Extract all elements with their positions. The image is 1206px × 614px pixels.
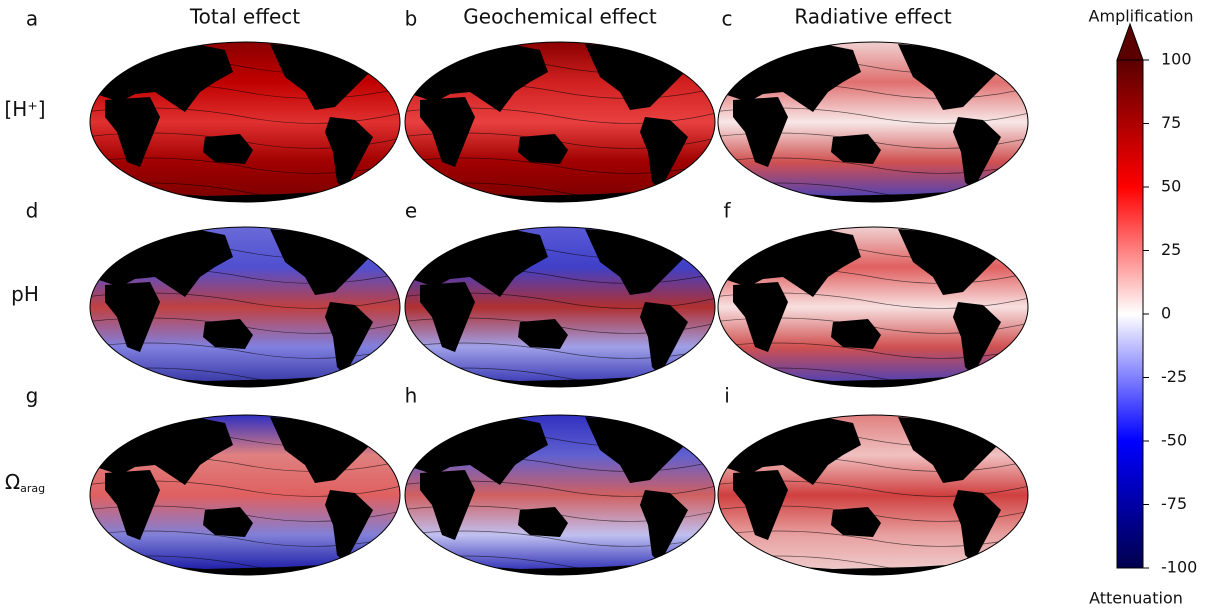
column-title: Total effect (189, 5, 300, 29)
map-content (405, 42, 715, 202)
map-content (90, 42, 400, 202)
colorbar-top-label: Amplification (1089, 7, 1194, 26)
map-border (717, 226, 1029, 388)
colorbar-tick-label: -50 (1161, 431, 1187, 450)
map-panel (89, 226, 401, 388)
map-border (404, 41, 716, 203)
map-content (718, 415, 1028, 575)
map-border (89, 414, 401, 576)
colorbar (1116, 59, 1144, 569)
colorbar-tick-label: 100 (1161, 50, 1192, 69)
map-panel (89, 41, 401, 203)
colorbar-tick-label: 0 (1161, 304, 1171, 323)
row-label: Ωarag (5, 470, 45, 496)
colorbar-tick-label: 25 (1161, 240, 1181, 259)
map-border (404, 414, 716, 576)
row-label-text: [H⁺] (4, 97, 45, 121)
colorbar-tick-label: -100 (1161, 558, 1197, 577)
map-panel (717, 41, 1029, 203)
row-label-text: pH (11, 282, 39, 306)
panel-label: b (405, 7, 418, 31)
row-label: [H⁺] (4, 97, 45, 121)
colorbar-tick-label: 50 (1161, 177, 1181, 196)
panel-label: i (724, 384, 730, 408)
map-panel (404, 226, 716, 388)
colorbar-extension (1116, 22, 1144, 61)
colorbar-tick-label: -75 (1161, 494, 1187, 513)
panel-label: d (26, 199, 39, 223)
map-border (717, 41, 1029, 203)
map-border (89, 226, 401, 388)
colorbar-bottom-label: Attenuation (1089, 589, 1183, 608)
row-label-subscript: arag (20, 482, 45, 495)
panel-label: c (722, 7, 733, 31)
map-border (404, 226, 716, 388)
map-border (89, 41, 401, 203)
map-content (718, 42, 1028, 202)
map-panel (717, 226, 1029, 388)
panel-label: h (405, 384, 418, 408)
map-panel (404, 41, 716, 203)
colorbar-tick-label: 75 (1161, 113, 1181, 132)
panel-label: a (26, 7, 38, 31)
column-title: Radiative effect (794, 5, 952, 29)
colorbar-tick-label: -25 (1161, 367, 1187, 386)
panel-label: f (723, 199, 731, 223)
map-panel (717, 414, 1029, 576)
map-border (717, 414, 1029, 576)
map-content (90, 415, 400, 575)
column-title: Geochemical effect (463, 5, 657, 29)
panel-label: e (405, 199, 417, 223)
row-label-text: Ω (5, 470, 20, 494)
map-panel (89, 414, 401, 576)
map-panel (404, 414, 716, 576)
row-label: pH (11, 282, 39, 306)
panel-label: g (26, 384, 39, 408)
